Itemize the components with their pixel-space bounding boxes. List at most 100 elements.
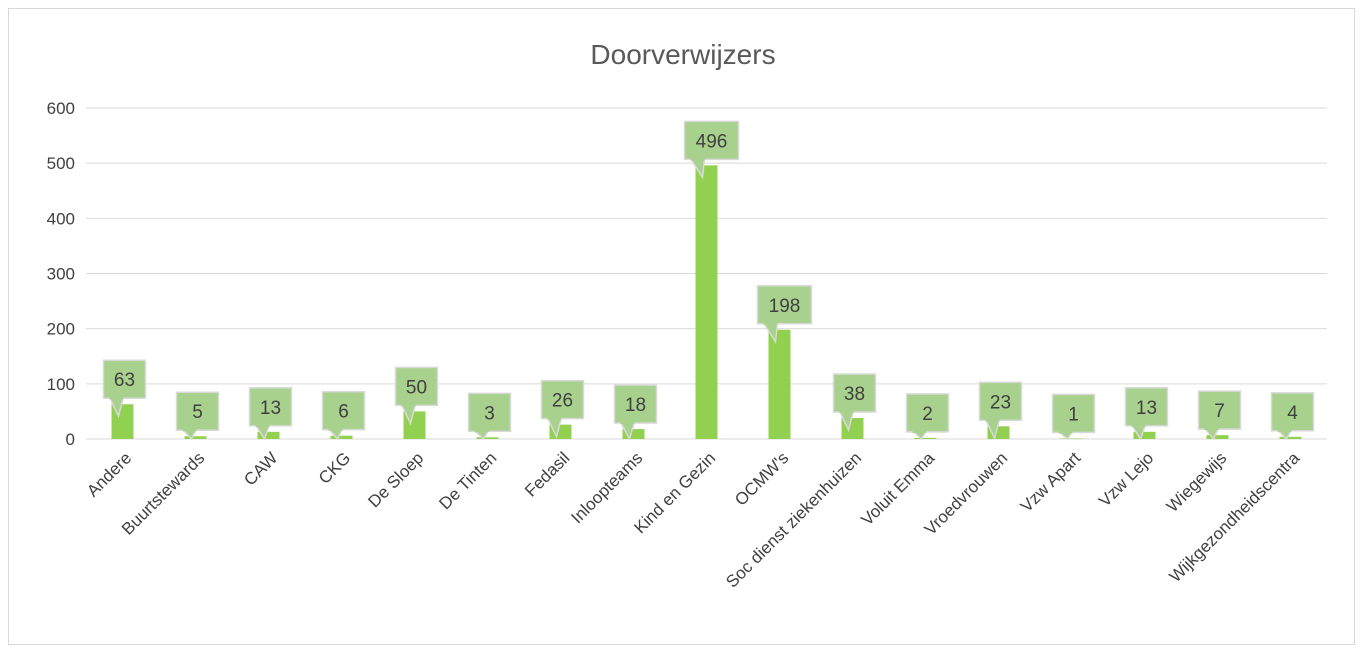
data-label: 13	[1124, 387, 1169, 441]
bar	[257, 431, 280, 439]
data-label: 4	[1270, 392, 1315, 441]
x-tick-label: Inloopteams	[567, 448, 646, 527]
data-label: 23	[978, 381, 1023, 441]
data-label-joint	[1058, 429, 1073, 434]
data-label: 2	[905, 393, 950, 441]
data-label-box	[1051, 393, 1096, 434]
x-tick-label: De Sloep	[364, 448, 427, 511]
data-label-text: 5	[192, 402, 203, 423]
data-label-box	[978, 381, 1023, 422]
data-label-joint	[912, 428, 927, 433]
data-label-box	[175, 391, 220, 431]
data-label-box	[394, 366, 439, 407]
data-label: 6	[321, 390, 366, 441]
y-tick-label: 100	[47, 375, 75, 394]
data-label-joint	[763, 320, 778, 325]
data-label-text: 4	[1287, 403, 1298, 424]
data-label: 38	[832, 373, 877, 433]
data-label-joint	[328, 426, 343, 431]
x-tick-label: Fedasil	[521, 448, 573, 500]
bar	[1060, 438, 1083, 439]
data-label-text: 198	[769, 296, 801, 317]
data-label-text: 496	[696, 131, 728, 152]
chart-title: Doorverwijzers	[590, 39, 775, 70]
data-label-box	[613, 384, 658, 424]
x-tick-label: OCMW's	[731, 448, 792, 509]
data-label-joint	[620, 420, 635, 425]
x-tick-label: Vzw Apart	[1017, 448, 1085, 516]
x-tick-label: CAW	[240, 448, 281, 489]
data-label-box	[321, 390, 366, 431]
data-label-text: 3	[484, 403, 495, 424]
bar	[184, 436, 207, 439]
data-label-box	[683, 120, 740, 161]
data-label: 1	[1051, 393, 1096, 441]
bar	[695, 165, 718, 439]
bar	[914, 437, 937, 439]
data-label: 26	[540, 379, 585, 439]
data-label-joint	[985, 417, 1000, 422]
data-label: 496	[683, 120, 740, 180]
data-label-text: 26	[552, 391, 573, 412]
data-label-box	[1197, 390, 1242, 430]
y-tick-label: 0	[66, 430, 75, 449]
x-tick-label: Wijkgezondheidscentra	[1166, 448, 1304, 586]
data-label-box	[248, 387, 293, 427]
data-label: 3	[467, 392, 512, 441]
data-label-text: 18	[625, 395, 646, 416]
data-label: 7	[1197, 390, 1242, 441]
bar	[1206, 435, 1229, 439]
data-label-text: 1	[1068, 404, 1079, 425]
bar	[768, 329, 791, 439]
x-tick-label: Andere	[83, 448, 135, 500]
data-label: 198	[756, 285, 813, 344]
x-tick-label: Vzw Lejo	[1095, 448, 1157, 510]
x-tick-label: Voluit Emma	[857, 448, 938, 529]
data-label-box	[1270, 392, 1315, 432]
data-label-text: 6	[338, 402, 349, 423]
data-label-text: 50	[406, 377, 427, 398]
data-label-box	[832, 373, 877, 413]
x-tick-label: Soc dienst ziekenhuizen	[722, 448, 865, 591]
data-label-joint	[474, 428, 489, 433]
bar	[330, 435, 353, 439]
data-label-text: 13	[260, 398, 281, 419]
y-axis: 0 100 200 300 400 500 600	[47, 99, 75, 449]
data-label-joint	[839, 409, 854, 414]
x-tick-label: De Tinten	[435, 448, 500, 513]
data-label-text: 23	[990, 392, 1011, 413]
data-label: 5	[175, 391, 220, 441]
data-label-text: 13	[1136, 398, 1157, 419]
chart-frame	[8, 8, 1355, 645]
bar	[476, 437, 499, 439]
x-tick-label: CKG	[315, 448, 354, 487]
data-label-text: 2	[922, 404, 933, 425]
bar	[622, 429, 645, 439]
y-tick-label: 400	[47, 209, 75, 228]
data-label-box	[540, 379, 585, 420]
data-label: 13	[248, 387, 293, 441]
bar	[1279, 436, 1302, 439]
data-label-joint	[255, 422, 270, 427]
data-label-box	[756, 285, 813, 325]
data-label: 50	[394, 366, 439, 426]
data-label-joint	[690, 156, 705, 161]
data-label-text: 38	[844, 384, 865, 405]
data-label-joint	[182, 427, 197, 432]
data-label-joint	[109, 395, 124, 400]
y-tick-label: 300	[47, 265, 75, 284]
data-label-joint	[547, 415, 562, 420]
data-label-box	[102, 359, 147, 399]
data-label: 63	[102, 359, 147, 419]
data-label-box	[1124, 387, 1169, 427]
data-label-joint	[1204, 426, 1219, 431]
data-label-text: 7	[1214, 401, 1225, 422]
data-label-text: 63	[114, 370, 135, 391]
data-label-box	[905, 393, 950, 433]
y-tick-label: 600	[47, 99, 75, 118]
bar	[1133, 431, 1156, 439]
data-labels: 63 5 13 6 50 3 26 18 496 198 38 2 23 1 13 7 4	[102, 120, 1315, 441]
data-label-joint	[401, 402, 416, 407]
